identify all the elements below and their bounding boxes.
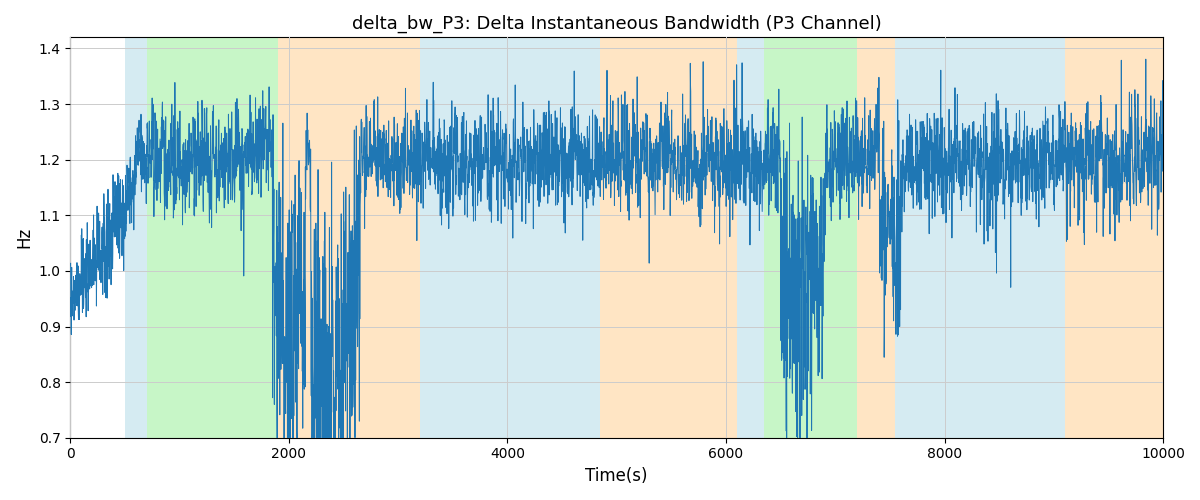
Bar [125, 38, 146, 438]
Bar [146, 38, 278, 438]
Bar [600, 38, 737, 438]
Bar [278, 38, 420, 438]
Bar [857, 38, 895, 438]
Bar [420, 38, 600, 438]
Bar [737, 38, 764, 438]
Bar [1064, 38, 1174, 438]
Bar [895, 38, 1064, 438]
Y-axis label: Hz: Hz [14, 227, 32, 248]
Title: delta_bw_P3: Delta Instantaneous Bandwidth (P3 Channel): delta_bw_P3: Delta Instantaneous Bandwid… [352, 15, 882, 34]
X-axis label: Time(s): Time(s) [586, 467, 648, 485]
Bar [764, 38, 857, 438]
